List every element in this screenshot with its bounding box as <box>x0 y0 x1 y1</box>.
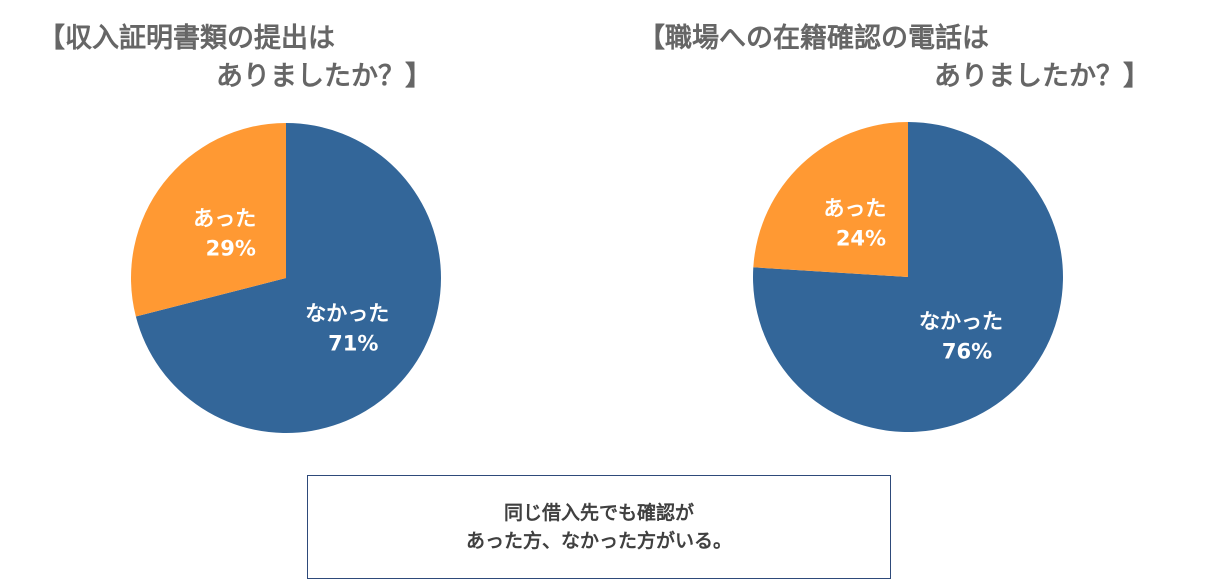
pie-slice <box>135 123 441 433</box>
pie-chart-employment-call: なかった 76% あった 24% <box>753 122 1063 432</box>
pie-slice-label: あった 29% <box>193 206 256 260</box>
note-line: 同じ借入先でも確認が <box>503 502 694 524</box>
pie-slice-label: あった 24% <box>823 197 886 251</box>
note-line: あった方、なかった方がいる。 <box>465 530 732 552</box>
chart-title-line: 【収入証明書類の提出は <box>38 23 335 54</box>
pie-slice <box>753 122 908 277</box>
pie-slice-label: なかった 76% <box>919 309 1003 363</box>
pie-slice-label: なかった 71% <box>305 302 389 356</box>
chart-title-line: 【職場への在籍確認の電話は <box>638 23 989 54</box>
pie-chart-income-proof: なかった 71% あった 29% <box>131 123 441 433</box>
chart-title-line: ありましたか？】 <box>934 61 1150 92</box>
chart-title-line: ありましたか？】 <box>216 61 432 92</box>
chart-title-income-proof: 【収入証明書類の提出は ありましたか？】 <box>38 20 458 96</box>
chart-title-employment-call: 【職場への在籍確認の電話は ありましたか？】 <box>638 20 1198 96</box>
pie-slice <box>131 123 286 317</box>
note-box: 同じ借入先でも確認が あった方、なかった方がいる。 <box>307 475 891 579</box>
